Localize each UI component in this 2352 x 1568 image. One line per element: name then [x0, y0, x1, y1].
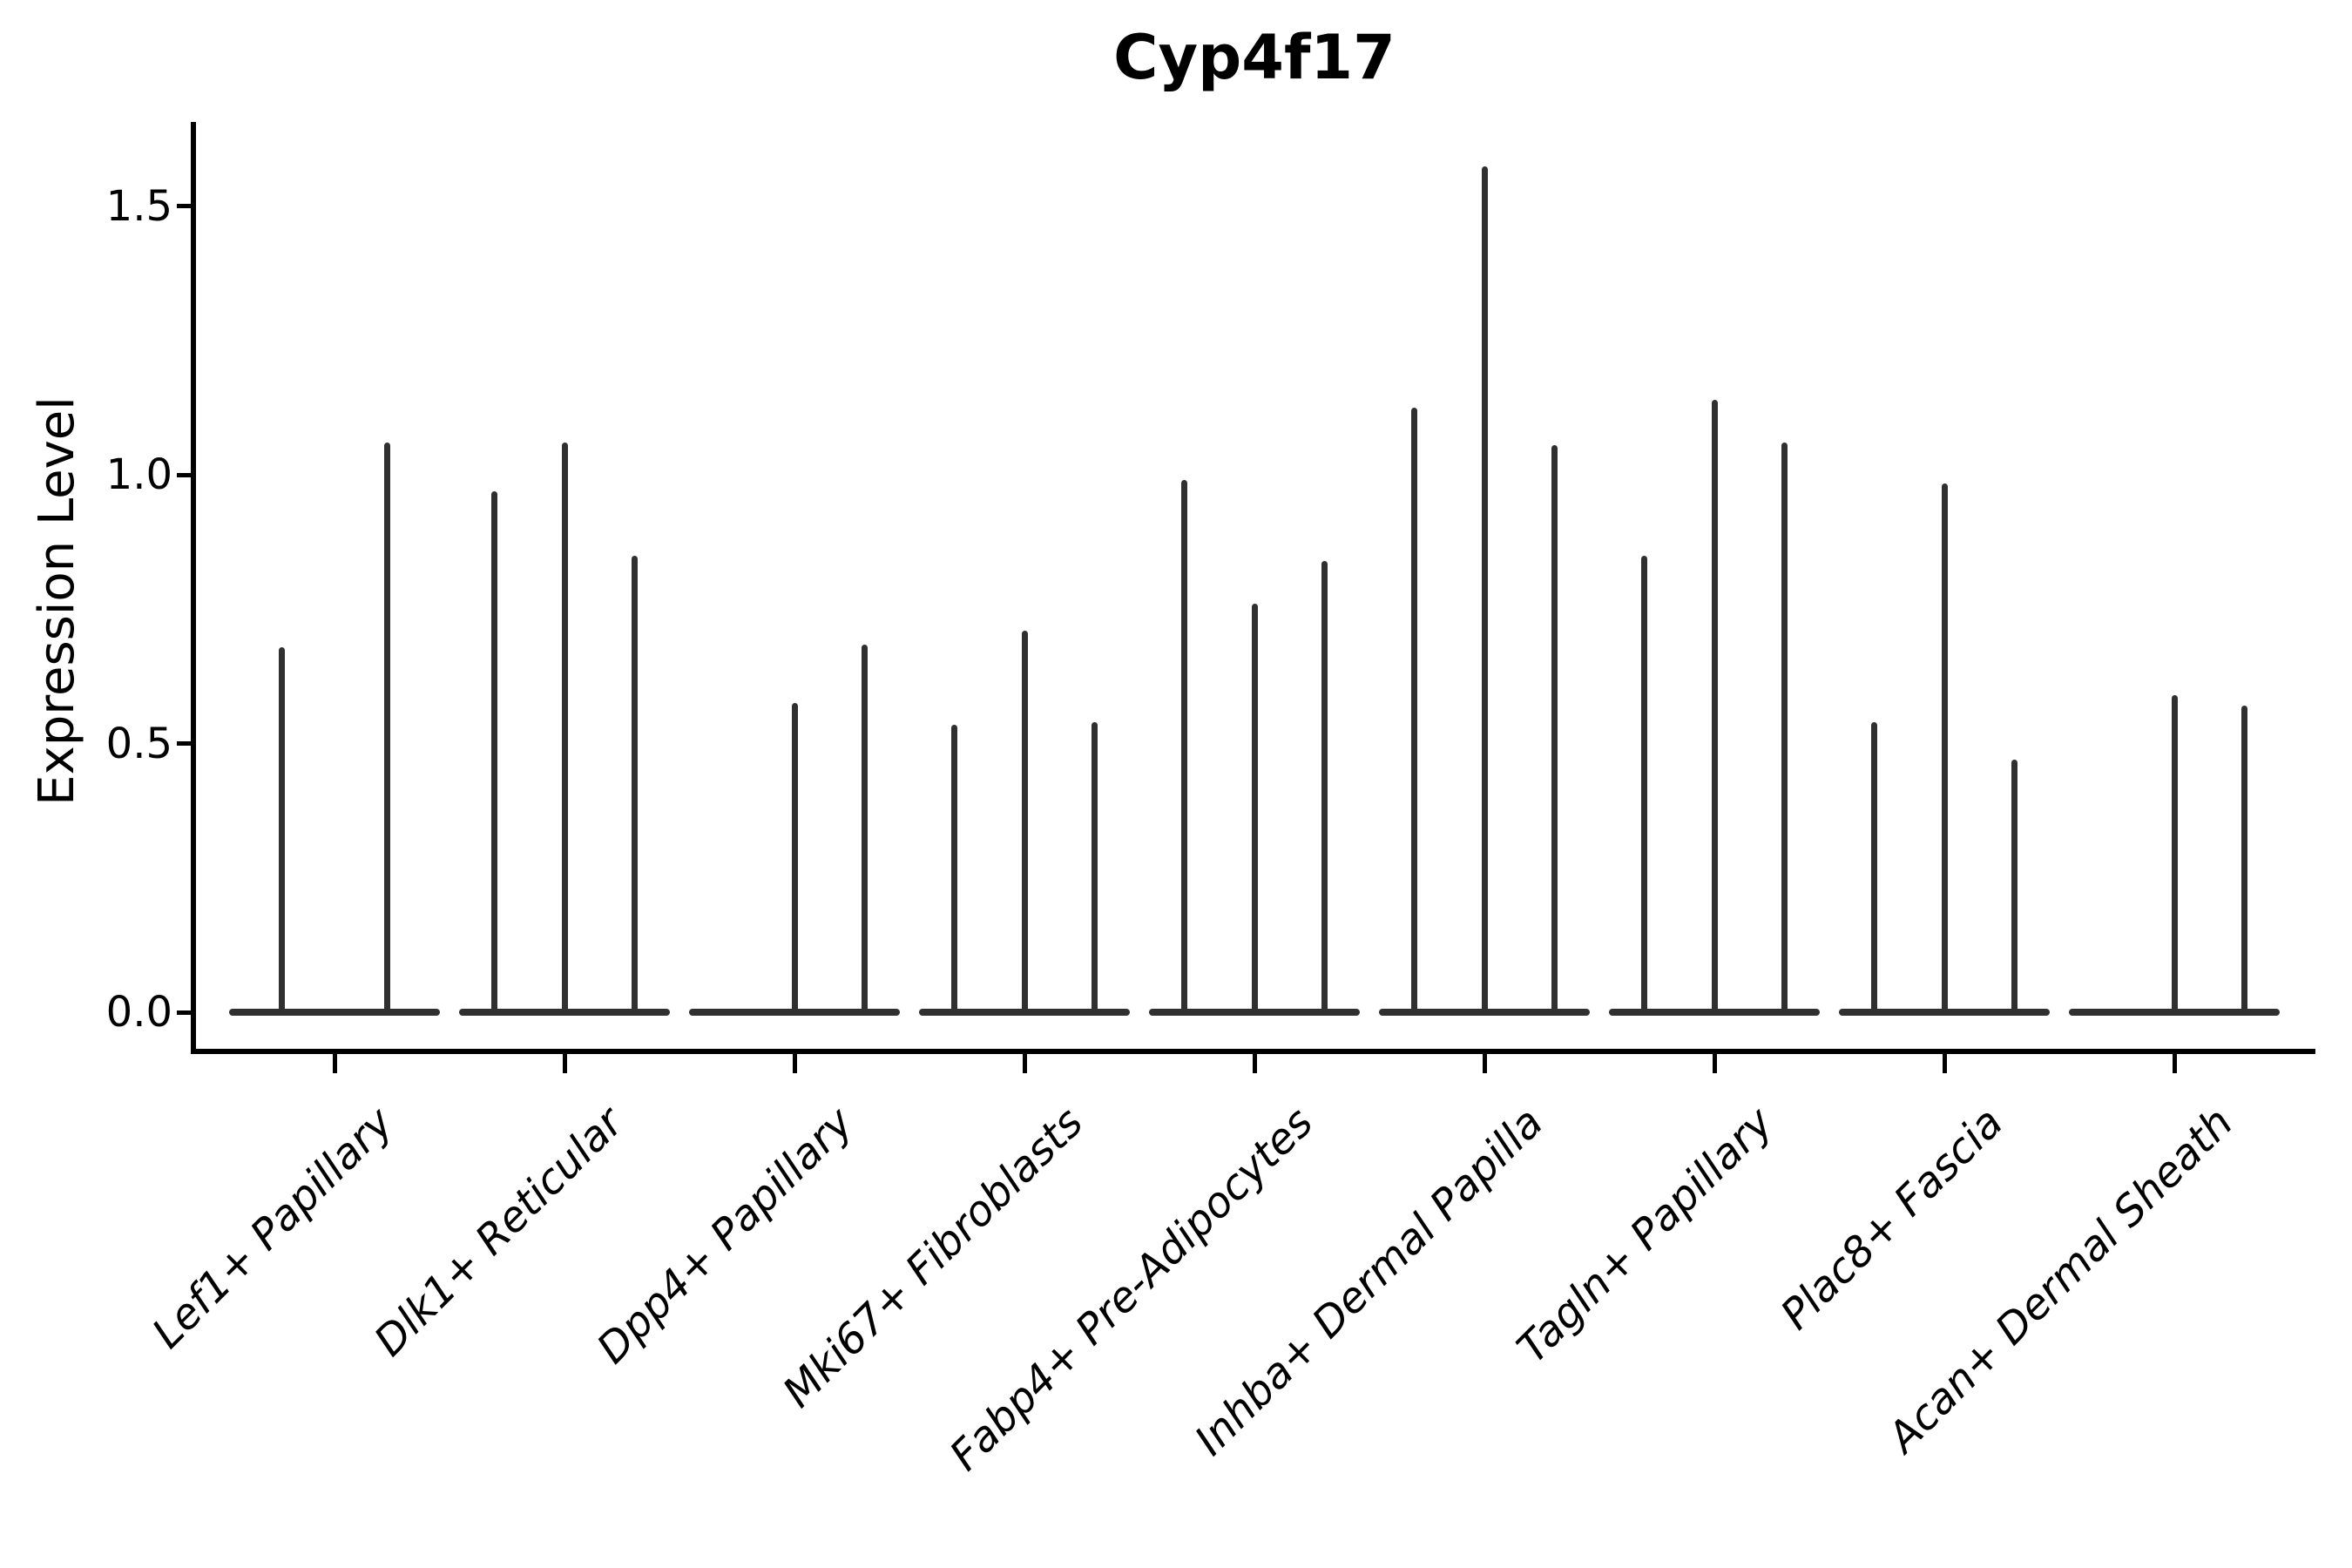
violin-spike	[1781, 443, 1788, 1012]
violin-spike	[561, 443, 568, 1012]
violin-spike	[1251, 604, 1258, 1012]
violin-spike	[791, 703, 798, 1012]
y-tick-label: 1.0	[105, 450, 172, 500]
x-tick	[2172, 1054, 2177, 1073]
x-tick	[562, 1054, 567, 1073]
x-tick	[1252, 1054, 1257, 1073]
x-tick	[1022, 1054, 1027, 1073]
x-tick	[1712, 1054, 1717, 1073]
violin-spike	[1021, 631, 1028, 1012]
x-tick	[1482, 1054, 1487, 1073]
x-tick-label: Mki67+ Fibroblasts	[774, 1098, 1093, 1417]
y-tick	[177, 472, 191, 477]
x-tick-label: Acan+ Dermal Sheath	[1878, 1098, 2243, 1463]
violin-spike	[950, 725, 957, 1012]
y-tick-label: 1.5	[105, 181, 172, 231]
x-tick-label: Fabp4+ Pre-Adipocytes	[940, 1098, 1323, 1481]
violin-spike	[1870, 721, 1877, 1012]
violin-baseline	[229, 1009, 440, 1016]
violin-spike	[1321, 560, 1328, 1012]
x-tick-label: Plac8+ Fascia	[1771, 1098, 2013, 1340]
violin-baseline	[1839, 1009, 2050, 1016]
x-tick-label: Dlk1+ Reticular	[364, 1098, 633, 1366]
violin-spike	[279, 646, 285, 1012]
violin-spike	[2241, 706, 2248, 1012]
violin-spike	[862, 644, 868, 1012]
violin-spike	[1551, 445, 1558, 1012]
y-tick	[177, 204, 191, 209]
x-tick-label: Inhba+ Dermal Papilla	[1186, 1098, 1553, 1465]
y-tick-label: 0.0	[105, 988, 172, 1037]
violin-spike	[1410, 408, 1417, 1012]
y-tick-label: 0.5	[105, 719, 172, 768]
violin-spike	[490, 490, 497, 1012]
violin-spike	[1941, 483, 1948, 1012]
x-tick-label: Tagln+ Papillary	[1507, 1098, 1783, 1373]
x-tick-label: Dpp4+ Papillary	[587, 1098, 863, 1374]
violin-baseline	[919, 1009, 1130, 1016]
violin-baseline	[689, 1009, 900, 1016]
x-tick	[332, 1054, 337, 1073]
y-tick	[177, 1010, 191, 1015]
violin-baseline	[1149, 1009, 1360, 1016]
violin-spike	[1711, 399, 1718, 1012]
violin-spike	[384, 443, 390, 1012]
violin-spike	[1180, 480, 1187, 1012]
x-tick	[792, 1054, 797, 1073]
violin-baseline	[459, 1009, 670, 1016]
violin-baseline	[2069, 1009, 2280, 1016]
x-tick	[1942, 1054, 1947, 1073]
violin-spike	[1481, 166, 1488, 1012]
violin-spike	[1640, 555, 1647, 1012]
y-axis-spine	[191, 122, 196, 1054]
violin-spike	[632, 555, 639, 1012]
x-axis-spine	[191, 1049, 2315, 1054]
violin-baseline	[1379, 1009, 1590, 1016]
violin-baseline	[1609, 1009, 1820, 1016]
violin-spike	[2171, 695, 2178, 1012]
violin-spike	[1092, 721, 1098, 1012]
violin-spike	[2011, 760, 2018, 1012]
x-tick-label: Lef1+ Papillary	[143, 1098, 403, 1358]
y-axis-label: Expression Level	[29, 396, 85, 806]
chart-title: Cyp4f17	[1113, 22, 1396, 93]
y-tick	[177, 741, 191, 747]
